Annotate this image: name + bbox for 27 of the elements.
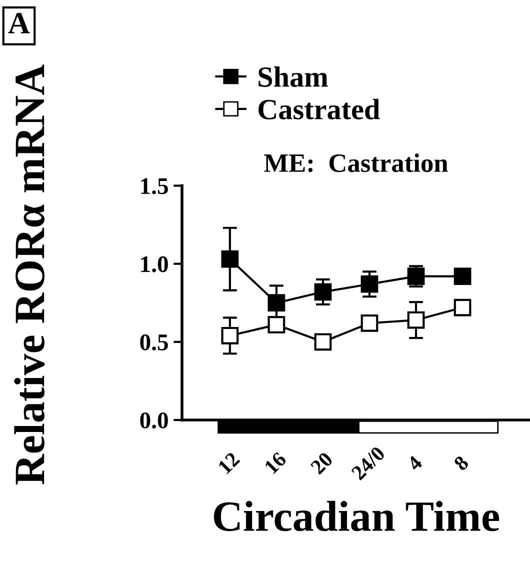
legend-label: Castrated <box>258 98 380 120</box>
point <box>360 275 378 293</box>
point <box>454 298 472 316</box>
point <box>407 311 425 329</box>
x-tick-label: 4 <box>406 454 423 472</box>
point <box>268 316 286 334</box>
x-tick-label: 24/0 <box>350 446 386 481</box>
x-axis-title: Circadian Time <box>214 500 500 532</box>
text: A <box>8 13 30 34</box>
legend-label: Sham <box>258 66 328 87</box>
point <box>221 250 239 268</box>
y-tick-label: 1.5 <box>141 178 168 194</box>
y-tick-label: 0.0 <box>140 412 168 429</box>
point <box>360 314 378 332</box>
y-axis-title: Relative RORα mRNA <box>14 64 44 485</box>
point <box>221 326 239 344</box>
x-tick-label: 8 <box>453 454 470 472</box>
y-tick-label: 0.5 <box>140 334 168 350</box>
y-tick-label: 1.0 <box>141 256 168 272</box>
x-tick-label: 12 <box>218 452 240 474</box>
point <box>314 283 332 301</box>
x-tick-label: 16 <box>264 451 288 474</box>
point <box>454 268 472 285</box>
chart-title: ME: Castration <box>264 154 448 172</box>
point <box>268 294 286 312</box>
x-tick-label: 20 <box>310 451 334 475</box>
point <box>314 333 332 351</box>
